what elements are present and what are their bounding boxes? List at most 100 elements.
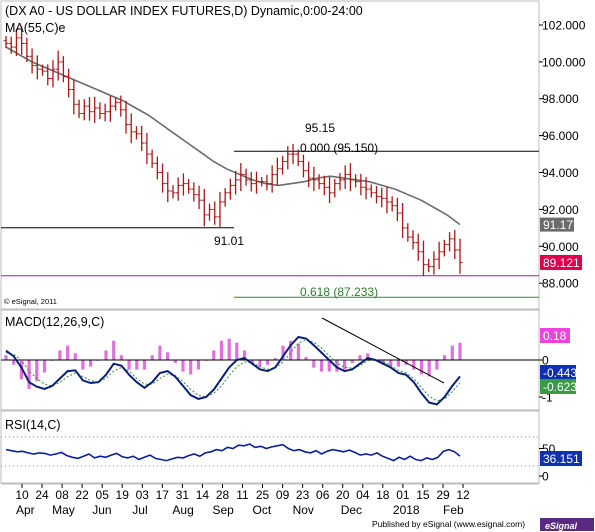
rsi-y-tick-label: 0 [542, 470, 549, 484]
x-month-label: Aug [172, 503, 193, 517]
macd-histogram-bar [358, 355, 362, 360]
x-day-label: 31 [176, 488, 190, 502]
macd-y-axis: 0 -1 [539, 354, 553, 405]
rsi-panel-frame [0, 410, 540, 484]
macd-histogram-bar [212, 350, 216, 360]
annotation-fib-618: 0.618 (87.233) [300, 285, 378, 299]
ma-last-tag-background [540, 217, 574, 232]
last-close-tag-background [540, 255, 582, 270]
price-panel: 102.000 100.000 98.000 96.000 94.000 92.000 90… [0, 0, 586, 310]
x-month-label: Sep [213, 503, 235, 517]
macd-histogram-bar [66, 345, 70, 360]
macd-histogram-bar [12, 360, 16, 365]
x-month-label: Nov [293, 503, 314, 517]
macd-histogram-bar [242, 350, 247, 360]
x-day-label: 11 [236, 488, 249, 502]
x-day-label: 09 [276, 488, 290, 502]
rsi-line [5, 443, 461, 462]
price-y-tick-label: 88.000 [542, 277, 579, 291]
x-day-label: 14 [196, 488, 210, 502]
x-day-label: 06 [316, 488, 330, 502]
macd-histogram-bar [142, 360, 147, 370]
macd-histogram-bar [289, 340, 293, 360]
macd-signal-value: -0.623 [543, 380, 577, 394]
price-y-tick-label: 94.000 [542, 166, 579, 180]
macd-histogram-bar [181, 360, 185, 372]
x-day-label: 04 [356, 488, 370, 502]
x-day-label: 10 [15, 488, 29, 502]
macd-histogram-bar [173, 360, 177, 363]
ma-last-value: 91.177 [543, 218, 580, 232]
footer: Published by eSignal (www.esignal.com) e… [372, 518, 594, 531]
x-month-label: Oct [253, 503, 272, 517]
x-axis: 10 24 08 22 05 19 03 17 31 14 28 11 25 09 23 06 20 04 18 01… [1, 483, 539, 517]
macd-histogram-bar [235, 342, 239, 360]
macd-histogram-bar [27, 360, 31, 389]
brand-logo: eSignal [545, 521, 578, 531]
macd-y-tick-label: 0 [542, 354, 549, 368]
x-day-label: 29 [436, 488, 450, 502]
annotation-fib-0: 0.000 (95.150) [300, 141, 378, 155]
macd-histogram-bar [381, 360, 385, 365]
last-close-tag: 89.121 [540, 255, 582, 270]
x-month-label: Apr [16, 503, 35, 517]
macd-value-tag: -0.443 [540, 365, 577, 380]
macd-histogram-bar [319, 360, 324, 372]
macd-histogram-bar [273, 358, 277, 360]
macd-histogram-bar [389, 360, 393, 366]
macd-histogram [4, 338, 462, 389]
macd-histogram-bar [42, 360, 47, 373]
macd-histogram-bar [19, 360, 23, 380]
x-month-labels: Apr May Jun Jul Aug Sep Oct Nov Dec 2018 Feb [16, 503, 464, 517]
macd-histogram-bar [450, 345, 454, 360]
rsi-label: RSI(14,C) [5, 418, 61, 432]
x-day-label: 08 [55, 488, 69, 502]
x-day-label: 15 [416, 488, 430, 502]
macd-histogram-value: 0.18 [543, 329, 567, 343]
macd-histogram-bar [419, 360, 424, 375]
rsi-panel: 500 RSI(14,C) 36.151 [0, 410, 582, 484]
macd-histogram-bar [458, 342, 462, 360]
macd-histogram-bar [250, 360, 254, 363]
macd-histogram-bar [435, 360, 439, 370]
macd-histogram-bar [312, 360, 316, 368]
price-y-tick-label: 90.000 [542, 240, 579, 254]
price-y-tick-label: 96.000 [542, 129, 579, 143]
x-day-label: 12 [456, 488, 470, 502]
price-y-tick-label: 100.000 [542, 55, 586, 69]
macd-histogram-bar [327, 360, 331, 372]
macd-signal-tag-background [540, 379, 576, 394]
macd-histogram-bar [350, 360, 354, 363]
rsi-value-tag: 36.151 [540, 451, 582, 466]
macd-histogram-bar [227, 338, 231, 360]
macd-signal-tag: -0.623 [540, 379, 577, 394]
x-month-label: Dec [341, 503, 362, 517]
x-day-label: 25 [256, 488, 270, 502]
macd-histogram-bar [427, 360, 431, 377]
macd-y-tick-label: -1 [542, 391, 553, 405]
x-month-label: 2018 [393, 503, 420, 517]
x-day-label: 22 [75, 488, 89, 502]
macd-histogram-bar [135, 360, 139, 370]
macd-histogram-bar [296, 343, 300, 360]
macd-histogram-bar [89, 360, 93, 367]
x-day-label: 28 [216, 488, 230, 502]
macd-histogram-bar [112, 340, 116, 360]
x-day-label: 20 [336, 488, 350, 502]
macd-histogram-bar [335, 360, 339, 372]
x-day-label: 03 [136, 488, 150, 502]
price-panel-frame [0, 0, 540, 310]
macd-histogram-bar [196, 360, 200, 370]
x-day-label: 19 [116, 488, 130, 502]
macd-histogram-bar [258, 360, 262, 367]
macd-histogram-bar [412, 360, 416, 370]
x-day-label: 24 [35, 488, 49, 502]
macd-histogram-bar [366, 353, 370, 360]
x-day-label: 23 [296, 488, 310, 502]
macd-histogram-bar [189, 360, 193, 375]
macd-histogram-bar [104, 350, 108, 360]
last-close-value: 89.121 [543, 256, 580, 270]
macd-histogram-bar [158, 345, 162, 360]
